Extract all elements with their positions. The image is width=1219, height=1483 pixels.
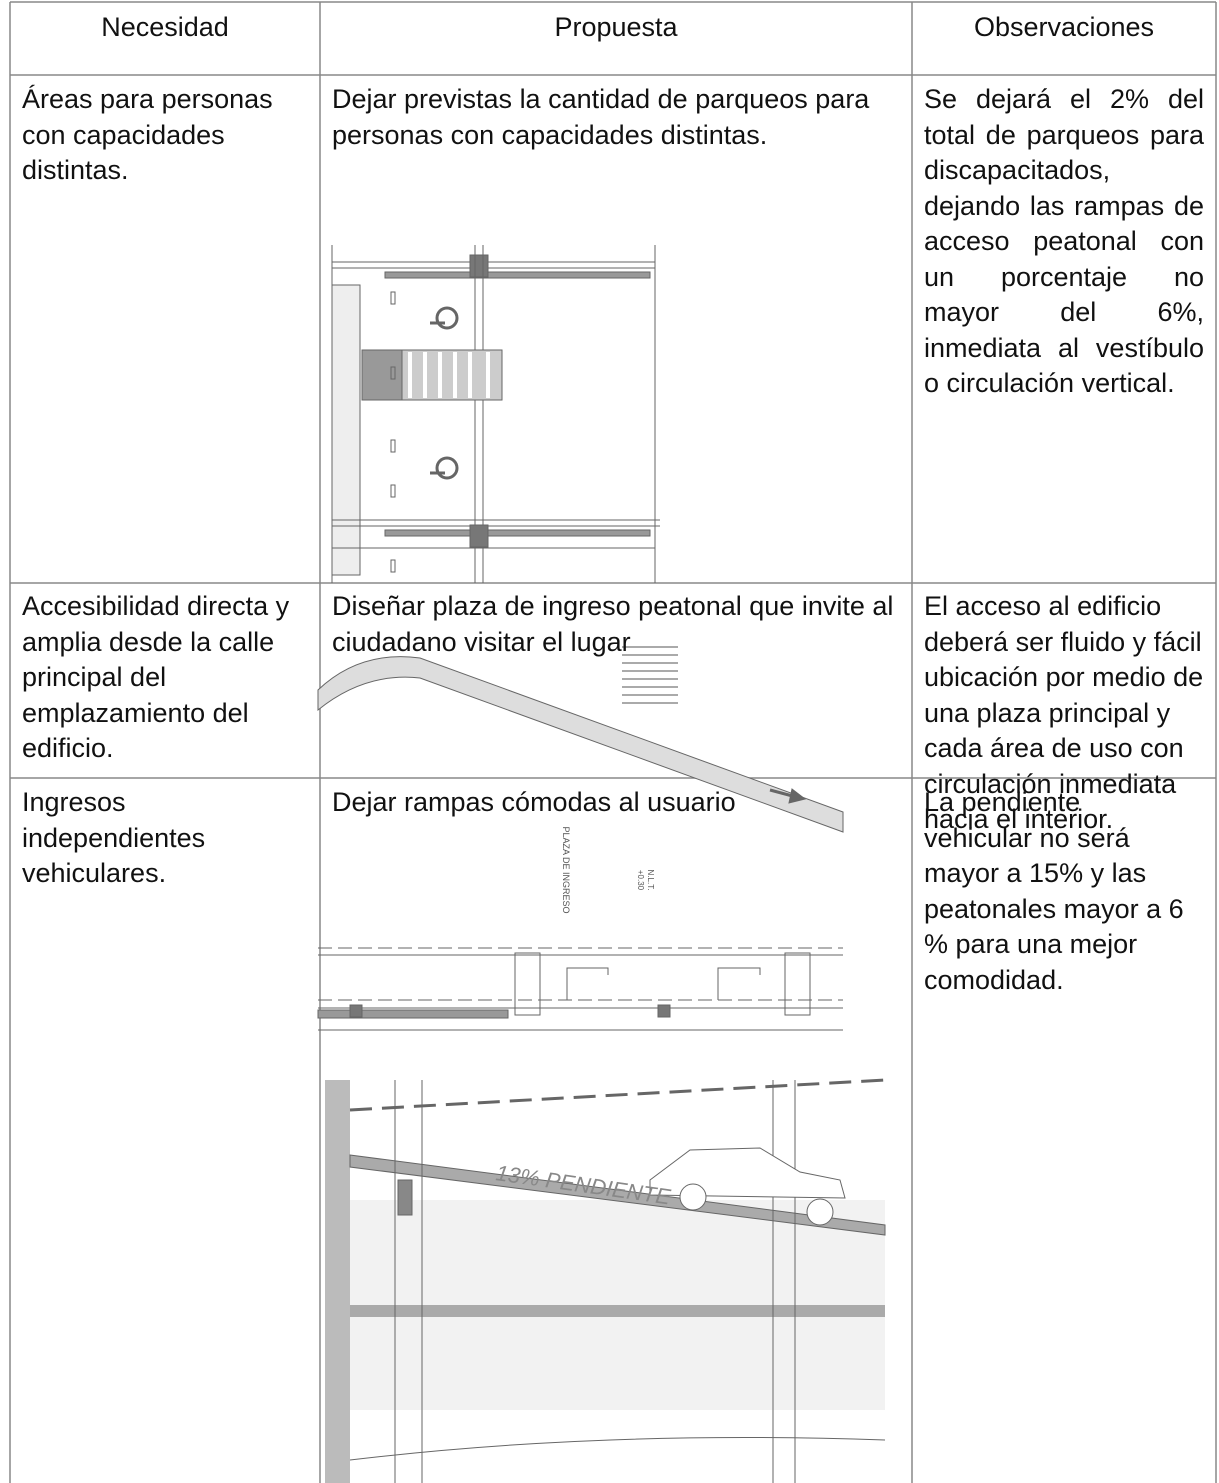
ramp-drawing bbox=[325, 1078, 886, 1483]
cell: La pendiente vehicular no será mayor a 1… bbox=[924, 787, 1184, 995]
header-cell: Necesidad bbox=[101, 12, 229, 42]
level-value: +0.30 bbox=[636, 870, 645, 891]
parking-drawing bbox=[331, 245, 660, 583]
cell: El acceso al edificio deberá ser fluido … bbox=[924, 591, 1204, 834]
plaza-drawing bbox=[317, 646, 844, 1031]
cell: Se dejará el 2% del total de parqueos pa… bbox=[924, 84, 1204, 398]
cell: Diseñar plaza de ingreso peatonal que in… bbox=[332, 591, 894, 657]
cell: Ingresos independientes vehiculares. bbox=[22, 787, 206, 888]
cell: Áreas para personas con capacidades dist… bbox=[22, 84, 273, 185]
table-grid bbox=[9, 1, 1217, 1483]
cell: Accesibilidad directa y amplia desde la … bbox=[22, 591, 290, 763]
cell: Dejar rampas cómodas al usuario bbox=[332, 787, 736, 817]
header-cell: Observaciones bbox=[973, 12, 1155, 42]
level-label: N.L.T. bbox=[646, 870, 655, 891]
cell: Dejar previstas la cantidad de parqueos … bbox=[332, 84, 870, 150]
header-cell: Propuesta bbox=[554, 12, 678, 42]
plaza-label: PLAZA DE INGRESO bbox=[561, 826, 571, 913]
